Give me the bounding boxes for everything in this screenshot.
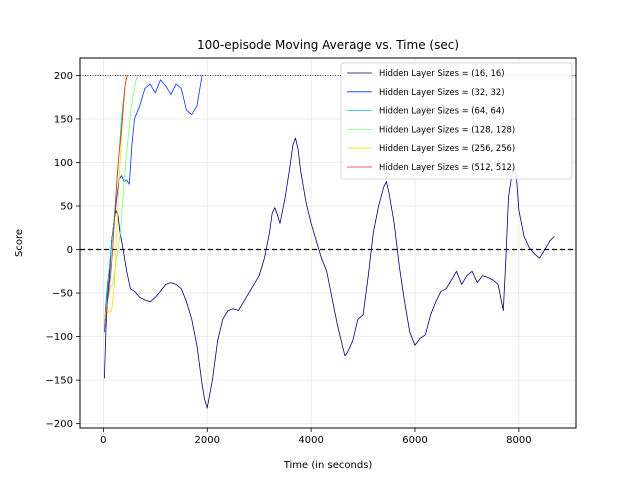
x-tick-label: 0 xyxy=(100,435,106,446)
series-lines xyxy=(104,75,555,409)
x-tick-label: 4000 xyxy=(298,435,323,446)
chart-title: 100-episode Moving Average vs. Time (sec… xyxy=(197,38,459,52)
y-tick-label: −50 xyxy=(52,289,73,300)
x-axis-label: Time (in seconds) xyxy=(283,460,373,471)
legend-entry: Hidden Layer Sizes = (32, 32) xyxy=(379,87,504,97)
y-tick-label: 150 xyxy=(54,114,73,125)
y-tick-label: −100 xyxy=(46,332,73,343)
legend-entry: Hidden Layer Sizes = (512, 512) xyxy=(379,162,515,172)
y-tick-label: −200 xyxy=(46,419,73,430)
x-tick-label: 6000 xyxy=(402,435,427,446)
y-tick-label: −150 xyxy=(46,376,73,387)
x-tick-label: 8000 xyxy=(506,435,531,446)
series-line-4 xyxy=(104,75,138,320)
y-tick-label: 200 xyxy=(54,71,73,82)
legend: Hidden Layer Sizes = (16, 16) Hidden Laye… xyxy=(340,62,573,180)
plot-frame xyxy=(79,57,577,429)
y-tick-label: 50 xyxy=(60,202,73,213)
x-tick-label: 2000 xyxy=(195,435,220,446)
series-line-6 xyxy=(104,75,128,328)
series-line-1 xyxy=(104,137,555,409)
legend-entry: Hidden Layer Sizes = (16, 16) xyxy=(379,68,504,78)
legend-entry: Hidden Layer Sizes = (256, 256) xyxy=(379,143,515,153)
y-axis-label: Score xyxy=(14,229,25,257)
legend-entry: Hidden Layer Sizes = (128, 128) xyxy=(379,124,515,134)
y-tick-label: 100 xyxy=(54,158,73,169)
ticks: 0 2000 4000 6000 8000 −200 −150 −100 −50 0 50 100 15… xyxy=(46,71,532,446)
legend-box xyxy=(340,62,573,180)
legend-entry: Hidden Layer Sizes = (64, 64) xyxy=(379,106,504,116)
y-tick-label: 0 xyxy=(67,245,73,256)
